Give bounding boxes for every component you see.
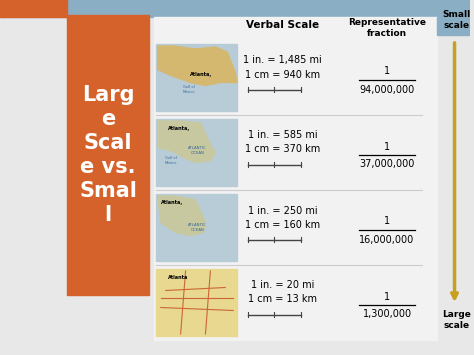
Bar	[437, 17, 470, 35]
Text: 94,000,000: 94,000,000	[359, 84, 415, 94]
Text: Large
scale: Large scale	[442, 310, 471, 330]
Text: 1 in. = 585 mi
1 cm = 370 km: 1 in. = 585 mi 1 cm = 370 km	[245, 131, 320, 154]
Text: 1 in. = 1,485 mi
1 cm = 940 km: 1 in. = 1,485 mi 1 cm = 940 km	[244, 55, 322, 80]
Text: 1: 1	[384, 66, 390, 76]
Bar	[156, 119, 237, 186]
Text: Atlanta,: Atlanta,	[191, 72, 212, 77]
Text: ATLANTIC
OCEAN: ATLANTIC OCEAN	[188, 146, 207, 155]
Bar	[156, 44, 237, 111]
Text: Atlanta,: Atlanta,	[168, 126, 190, 131]
Text: Representative
fraction: Representative fraction	[348, 18, 426, 38]
Text: Small
scale: Small scale	[442, 10, 471, 30]
Bar	[0, 0, 67, 17]
Text: ATLANTIC
OCEAN: ATLANTIC OCEAN	[188, 223, 207, 232]
Bar	[156, 269, 237, 336]
Text: Verbal Scale: Verbal Scale	[246, 20, 319, 30]
Text: 1 in. = 250 mi
1 cm = 160 km: 1 in. = 250 mi 1 cm = 160 km	[245, 206, 320, 229]
Polygon shape	[158, 196, 205, 235]
Bar	[156, 269, 237, 336]
Text: Larg
e
Scal
e vs.
Smal
l: Larg e Scal e vs. Smal l	[79, 85, 137, 225]
Bar	[156, 194, 237, 261]
Bar	[156, 44, 237, 111]
Text: 1: 1	[384, 217, 390, 226]
Bar	[154, 17, 437, 340]
Bar	[67, 15, 149, 295]
Text: Atlanta,: Atlanta,	[161, 200, 183, 205]
Text: 1: 1	[384, 142, 390, 152]
Text: 1,300,000: 1,300,000	[363, 310, 411, 320]
Text: 1 in. = 20 mi
1 cm = 13 km: 1 in. = 20 mi 1 cm = 13 km	[248, 280, 317, 305]
Polygon shape	[158, 46, 237, 86]
Polygon shape	[158, 121, 215, 163]
Text: 1: 1	[384, 291, 390, 301]
Text: 16,000,000: 16,000,000	[359, 235, 415, 245]
Bar	[156, 119, 237, 186]
Bar	[0, 0, 470, 17]
Bar	[156, 194, 237, 261]
Text: Gulf of
Mexico: Gulf of Mexico	[164, 156, 177, 165]
Text: Atlanta: Atlanta	[168, 275, 188, 280]
Text: Gulf of
Mexico: Gulf of Mexico	[182, 85, 195, 94]
Text: 37,000,000: 37,000,000	[359, 159, 415, 169]
